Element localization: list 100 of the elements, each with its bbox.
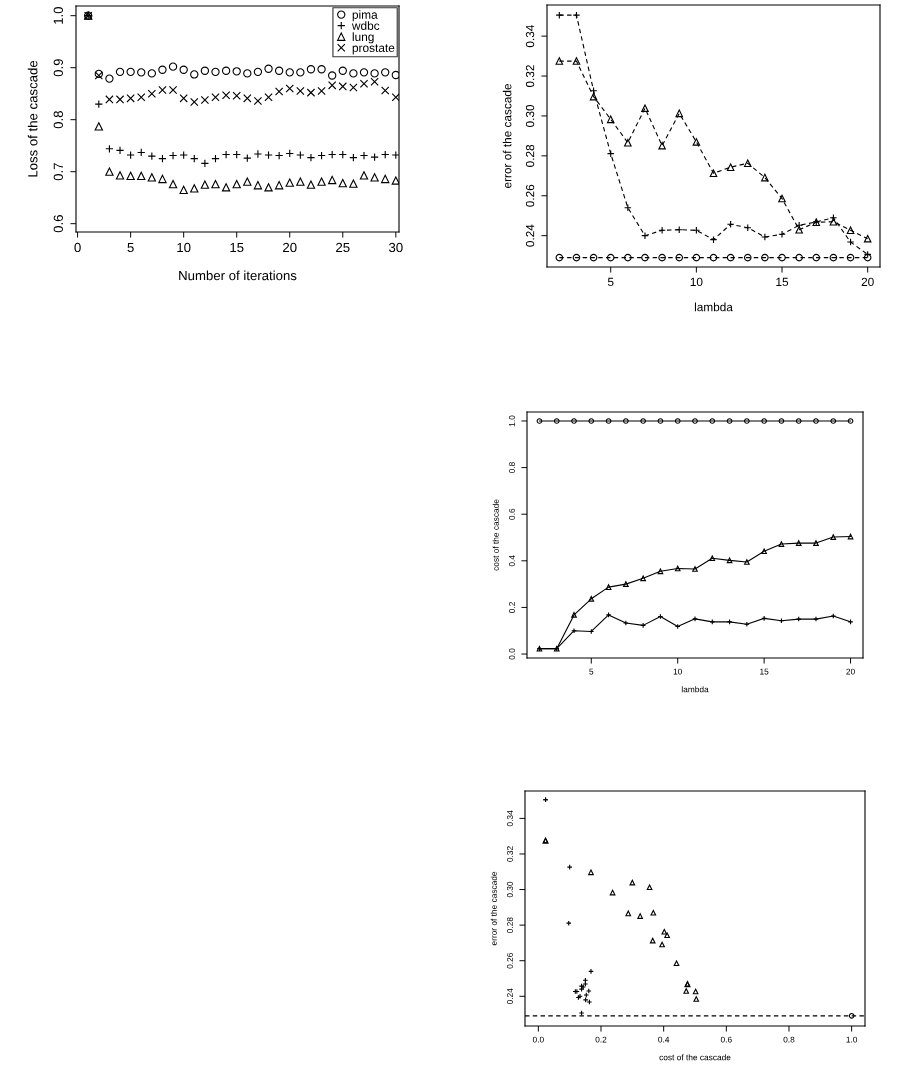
point <box>168 179 178 189</box>
x-tick-label: 1.0 <box>846 1036 858 1043</box>
point <box>200 95 210 105</box>
point <box>829 253 838 262</box>
x-tick-label: 0.6 <box>720 1036 732 1043</box>
y-tick-label: 0.28 <box>525 144 535 167</box>
x-axis-title: lambda <box>681 686 709 693</box>
point <box>338 178 347 188</box>
point <box>683 988 690 994</box>
point <box>812 253 821 262</box>
point <box>253 181 263 190</box>
point <box>158 85 167 95</box>
point <box>264 93 273 102</box>
point <box>126 94 135 103</box>
point <box>863 253 872 262</box>
y-tick-label: 1.0 <box>509 415 515 427</box>
point <box>674 418 681 424</box>
point <box>829 217 838 226</box>
point <box>847 418 854 424</box>
y-axis-title: cost of the cascade <box>492 499 499 571</box>
point <box>243 69 252 78</box>
point <box>179 185 188 195</box>
y-tick-label: 0.32 <box>525 65 535 88</box>
point <box>709 169 718 178</box>
y-tick-label: 0.30 <box>507 881 513 898</box>
point <box>657 418 664 424</box>
point <box>243 177 252 186</box>
point <box>605 584 612 590</box>
x-tick-label: 20 <box>846 668 855 675</box>
point <box>692 566 698 572</box>
x-tick-label: 0.8 <box>783 1036 795 1043</box>
point <box>795 225 803 234</box>
y-tick-label: 0.6 <box>509 508 515 520</box>
point <box>253 67 263 77</box>
point <box>232 91 241 100</box>
point <box>848 1013 855 1019</box>
point <box>692 988 699 995</box>
point <box>623 418 629 424</box>
point <box>675 109 684 118</box>
point <box>94 122 103 131</box>
point <box>306 88 316 97</box>
point <box>709 253 718 262</box>
point <box>795 253 803 262</box>
point <box>264 150 273 160</box>
point <box>744 559 750 565</box>
y-tick-label: 0.30 <box>525 104 535 127</box>
y-tick-label: 0.4 <box>509 555 515 567</box>
point <box>649 937 656 944</box>
point <box>137 68 146 77</box>
y-tick-label: 0.8 <box>509 462 515 474</box>
point <box>726 418 733 424</box>
point <box>285 178 294 187</box>
point <box>709 235 718 244</box>
point <box>211 67 220 77</box>
point <box>391 70 399 80</box>
point <box>370 77 379 86</box>
x-tick-label: 20 <box>283 242 297 253</box>
point <box>709 555 716 562</box>
x-tick-label: 5 <box>127 242 134 253</box>
point <box>147 173 157 182</box>
point <box>640 575 646 582</box>
point <box>813 616 819 622</box>
legend-label: pima <box>352 10 378 22</box>
point <box>588 595 595 602</box>
y-tick-label: 1.0 <box>53 7 63 24</box>
point <box>200 66 210 75</box>
point <box>863 234 872 243</box>
point <box>744 418 750 424</box>
point <box>726 253 735 262</box>
y-axis-title: error of the cascade <box>502 84 512 188</box>
point <box>168 62 178 71</box>
point <box>370 173 379 182</box>
point <box>589 253 598 262</box>
point <box>641 253 649 262</box>
point <box>795 540 802 546</box>
point <box>795 418 802 424</box>
x-tick-label: 30 <box>388 242 403 253</box>
point <box>147 69 157 78</box>
point <box>105 95 114 104</box>
x-tick-label: 5 <box>589 668 594 675</box>
legend-label: lung <box>352 32 374 44</box>
point <box>637 913 644 919</box>
point <box>641 104 649 112</box>
point <box>296 68 305 77</box>
x-axis-title: Number of iterations <box>179 270 297 281</box>
y-tick-label: 0.32 <box>507 846 513 862</box>
point <box>317 86 326 96</box>
point <box>327 175 337 185</box>
point <box>179 65 188 74</box>
point <box>158 174 167 184</box>
y-tick-label: 0.6 <box>53 215 63 233</box>
point <box>168 85 178 95</box>
point <box>778 253 786 262</box>
point <box>572 57 581 65</box>
x-tick-label: 0 <box>74 242 81 253</box>
x-tick-label: 15 <box>230 242 244 253</box>
x-axis-title: cost of the cascade <box>659 1054 731 1061</box>
y-tick-label: 0.26 <box>525 184 535 207</box>
point <box>137 171 146 181</box>
x-tick-label: 0.2 <box>595 1036 607 1043</box>
